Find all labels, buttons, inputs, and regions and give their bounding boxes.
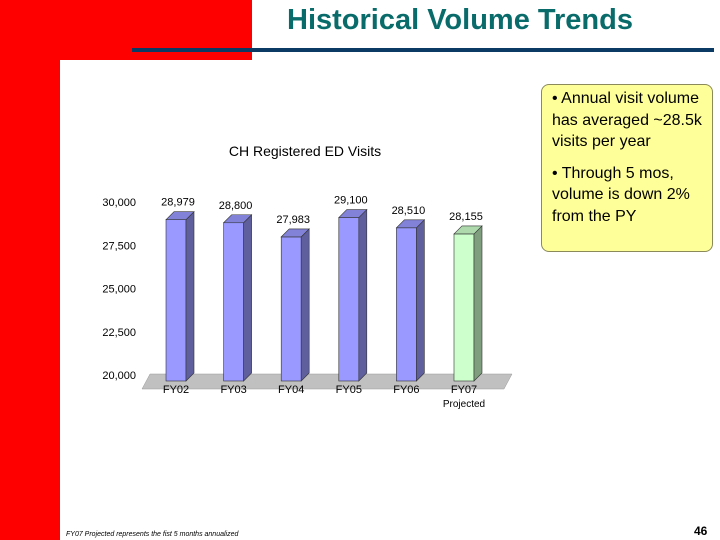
value-label: 28,510 [392, 205, 426, 217]
bar-fy04 [280, 236, 302, 382]
x-tick-label: FY02 [163, 384, 189, 396]
bar-top-fy02 [165, 211, 195, 220]
x-tick-label: FY04 [278, 384, 304, 396]
x-axis-ticks: FY02 FY03 FY04 FY05 FY06 FY07 Projected [163, 384, 485, 410]
bar-fy02 [165, 219, 187, 382]
y-tick-label: 27,500 [102, 240, 136, 252]
bar-fy06 [396, 227, 417, 382]
title-underline [132, 48, 714, 52]
bar-top-fy07 [453, 225, 483, 235]
x-tick-label: FY03 [220, 384, 246, 396]
slide-title: Historical Volume Trends [287, 4, 633, 36]
y-tick-label: 20,000 [102, 370, 136, 382]
bar-top-fy06 [395, 219, 426, 229]
bar-side-fy04 [300, 228, 310, 382]
bar-side-fy02 [185, 210, 195, 382]
y-tick-label: 25,000 [102, 284, 136, 296]
page-number: 46 [694, 524, 708, 538]
y-tick-label: 22,500 [102, 327, 136, 339]
callout-box: • Annual visit volume has averaged ~28.5… [541, 84, 713, 252]
callout-bullet-2: • Through 5 mos, volume is down 2% from … [552, 164, 690, 225]
value-label: 28,155 [449, 211, 483, 223]
bar-top-fy05 [338, 209, 368, 218]
value-labels: 28,979 28,800 27,983 29,100 28,510 28,155 [161, 195, 483, 226]
bar-fy07 [453, 233, 475, 382]
y-axis-ticks: 20,000 22,500 25,000 27,500 30,000 [102, 197, 136, 382]
bars [165, 208, 483, 382]
y-tick-label: 30,000 [102, 197, 136, 209]
x-tick-label: FY07 [451, 384, 477, 396]
bar-side-fy05 [358, 208, 368, 382]
chart-title: CH Registered ED Visits [228, 143, 382, 159]
value-label: 29,100 [334, 195, 368, 207]
x-tick-label: FY05 [336, 384, 362, 396]
bar-top-fy03 [222, 214, 253, 224]
bar-side-fy07 [473, 225, 483, 382]
bar-fy05 [338, 217, 360, 382]
red-banner-left [0, 0, 60, 540]
bar-top-fy04 [280, 228, 310, 238]
bar-fy03 [223, 222, 244, 382]
value-label: 27,983 [276, 214, 310, 226]
value-label: 28,979 [161, 197, 195, 209]
x-tick-label: FY06 [393, 384, 419, 396]
title-area [252, 0, 720, 48]
bar-side-fy03 [243, 214, 252, 382]
callout-bullet-1: • Annual visit volume has averaged ~28.5… [552, 90, 702, 150]
x-tick-sublabel: Projected [443, 399, 485, 410]
bar-side-fy06 [416, 219, 425, 382]
value-label: 28,800 [219, 200, 253, 212]
footnote: FY07 Projected represents the fist 5 mon… [66, 531, 239, 538]
